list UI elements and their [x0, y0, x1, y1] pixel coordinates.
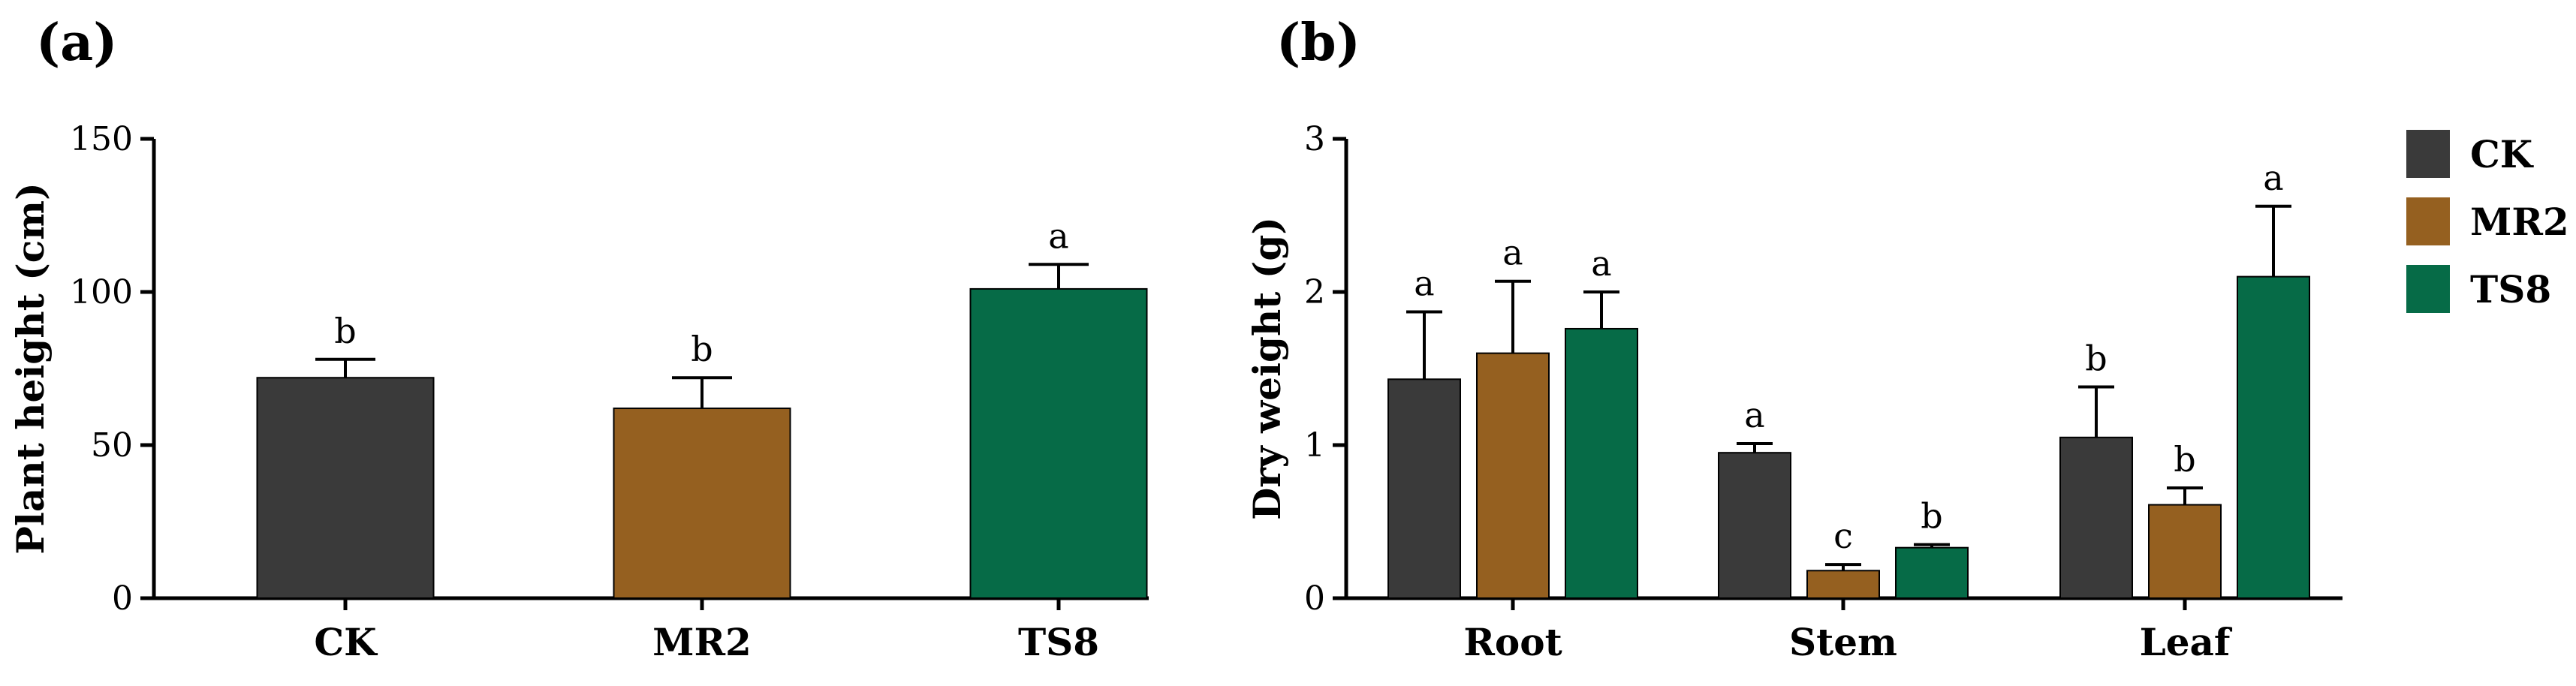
panel-b-y-axis-label: Dry weight (g) [1245, 217, 1289, 520]
panel-b-bar-leaf-ts8 [2237, 275, 2310, 599]
panel-b-label: (b) [1276, 13, 1360, 73]
legend-label-ts8: TS8 [2470, 267, 2551, 311]
panel-b-y-tick-label: 3 [1304, 120, 1325, 158]
panel-b-category-label: Stem [1789, 620, 1897, 664]
panel-b-significance-label: a [2263, 158, 2283, 198]
panel-b-significance-label: b [2174, 439, 2195, 480]
panel-b-category-label: Leaf [2140, 620, 2233, 664]
panel-b-category-label: Root [1463, 620, 1562, 664]
panel-b-significance-label: a [1591, 243, 1611, 284]
panel-b-significance-label: a [1744, 395, 1764, 435]
panel-a-y-tick-label: 0 [112, 579, 133, 618]
legend-label-ck: CK [2470, 132, 2534, 176]
legend-swatch-ck [2406, 130, 2450, 178]
panel-b-significance-label: a [1414, 263, 1434, 304]
panel-a-significance-label: b [334, 311, 356, 351]
panel-a-category-label: TS8 [1018, 620, 1099, 664]
panel-a-label: (a) [36, 13, 117, 73]
panel-a-bar-mr2 [613, 408, 791, 599]
panel-b-y-tick-label: 1 [1304, 426, 1325, 465]
panel-a-y-tick-label: 100 [70, 273, 133, 311]
panel-b-bar-root-mr2 [1476, 352, 1550, 599]
panel-b-bar-stem-ts8 [1895, 546, 1969, 599]
panel-b-y-tick-label: 0 [1304, 579, 1325, 618]
legend-label-mr2: MR2 [2470, 200, 2569, 244]
panel-b-bar-leaf-mr2 [2148, 504, 2222, 599]
legend-swatch-ts8 [2406, 265, 2450, 313]
panel-a-y-axis-label: Plant height (cm) [8, 182, 53, 554]
panel-b-bar-root-ts8 [1565, 327, 1638, 599]
panel-b-bar-root-ck [1387, 378, 1461, 599]
legend-swatch-mr2 [2406, 197, 2450, 245]
panel-a-bar-ts8 [969, 287, 1148, 599]
panel-b-y-tick-label: 2 [1304, 273, 1325, 311]
panel-a-significance-label: a [1048, 215, 1068, 256]
panel-b-significance-label: a [1502, 233, 1523, 273]
panel-b-bar-leaf-ck [2059, 436, 2133, 599]
panel-a-bar-ck [256, 377, 435, 599]
panel-a-y-tick-label: 150 [70, 120, 133, 158]
panel-b-significance-label: c [1833, 516, 1853, 556]
panel-b-significance-label: b [2085, 338, 2107, 378]
panel-a-significance-label: b [691, 329, 713, 369]
panel-b-bar-stem-ck [1718, 452, 1791, 600]
panel-a-category-label: MR2 [652, 620, 752, 664]
panel-b-bar-stem-mr2 [1806, 570, 1880, 600]
panel-a-y-tick-label: 50 [91, 426, 133, 465]
panel-b-significance-label: b [1921, 496, 1942, 537]
panel-a-category-label: CK [314, 620, 378, 664]
